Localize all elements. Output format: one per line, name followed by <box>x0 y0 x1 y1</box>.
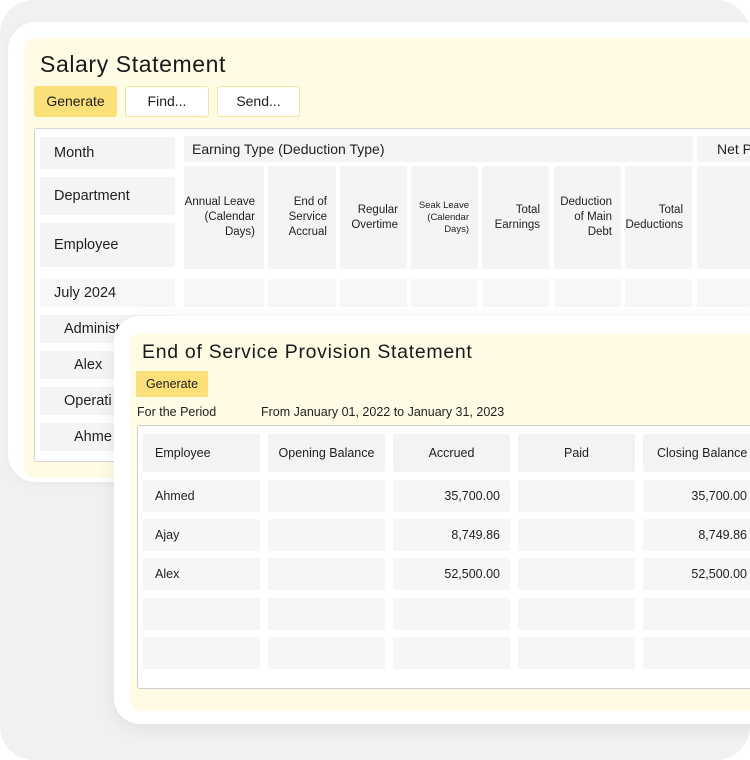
column-total-earnings: Total Earnings <box>482 166 549 269</box>
empty-cell <box>518 637 635 669</box>
table-row-opening <box>268 519 385 551</box>
period-value: From January 01, 2022 to January 31, 202… <box>261 405 505 419</box>
column-end-of-service-accrual: End of Service Accrual <box>268 166 336 269</box>
month-label: Month <box>40 137 175 169</box>
employee-label: Employee <box>40 223 175 267</box>
empty-cell <box>268 637 385 669</box>
month-value: July 2024 <box>40 279 175 307</box>
empty-cell <box>411 279 478 307</box>
empty-cell <box>268 598 385 630</box>
table-row-paid <box>518 558 635 590</box>
empty-cell <box>268 279 336 307</box>
empty-cell <box>554 279 621 307</box>
generate-button[interactable]: Generate <box>34 86 117 117</box>
table-row-employee: Alex <box>143 558 260 590</box>
eos-window: End of Service Provision Statement Gener… <box>130 333 750 711</box>
table-row-opening <box>268 480 385 512</box>
eos-generate-button[interactable]: Generate <box>136 371 208 397</box>
empty-cell <box>697 279 750 307</box>
table-row-accrued: 52,500.00 <box>393 558 510 590</box>
earning-type-header: Earning Type (Deduction Type) <box>184 136 693 162</box>
period-label: For the Period <box>137 405 217 419</box>
empty-cell <box>393 598 510 630</box>
table-row-opening <box>268 558 385 590</box>
column-regular-overtime: Regular Overtime <box>340 166 407 269</box>
table-row-closing: 52,500.00 <box>643 558 750 590</box>
column-annual-leave: Annual Leave (Calendar Days) <box>184 166 264 269</box>
table-row-accrued: 35,700.00 <box>393 480 510 512</box>
column-net-pay <box>697 166 750 269</box>
table-row-paid <box>518 519 635 551</box>
empty-cell <box>340 279 407 307</box>
table-row-accrued: 8,749.86 <box>393 519 510 551</box>
empty-cell <box>393 637 510 669</box>
table-row-closing: 8,749.86 <box>643 519 750 551</box>
eos-title: End of Service Provision Statement <box>142 341 473 363</box>
empty-cell <box>518 598 635 630</box>
eos-table: Employee Opening Balance Accrued Paid Cl… <box>137 425 750 689</box>
empty-cell <box>643 598 750 630</box>
table-row-employee: Ajay <box>143 519 260 551</box>
column-deduction-main-debt: Deduction of Main Debt <box>554 166 621 269</box>
find-button[interactable]: Find... <box>125 86 209 117</box>
table-row-closing: 35,700.00 <box>643 480 750 512</box>
header-accrued: Accrued <box>393 434 510 472</box>
header-opening-balance: Opening Balance <box>268 434 385 472</box>
empty-cell <box>143 598 260 630</box>
send-button[interactable]: Send... <box>217 86 300 117</box>
empty-cell <box>184 279 264 307</box>
table-row-employee: Ahmed <box>143 480 260 512</box>
empty-cell <box>143 637 260 669</box>
header-employee: Employee <box>143 434 260 472</box>
table-row-paid <box>518 480 635 512</box>
department-label: Department <box>40 177 175 215</box>
empty-cell <box>625 279 692 307</box>
salary-grid: Month Department Employee Earning Type (… <box>34 128 750 462</box>
empty-cell <box>643 637 750 669</box>
header-closing-balance: Closing Balance <box>643 434 750 472</box>
net-pay-header: Net P <box>697 136 750 162</box>
header-paid: Paid <box>518 434 635 472</box>
salary-statement-title: Salary Statement <box>40 51 227 77</box>
column-total-deductions: Total Deductions <box>625 166 692 269</box>
column-seak-leave: Seak Leave (Calendar Days) <box>411 166 478 269</box>
empty-cell <box>482 279 549 307</box>
